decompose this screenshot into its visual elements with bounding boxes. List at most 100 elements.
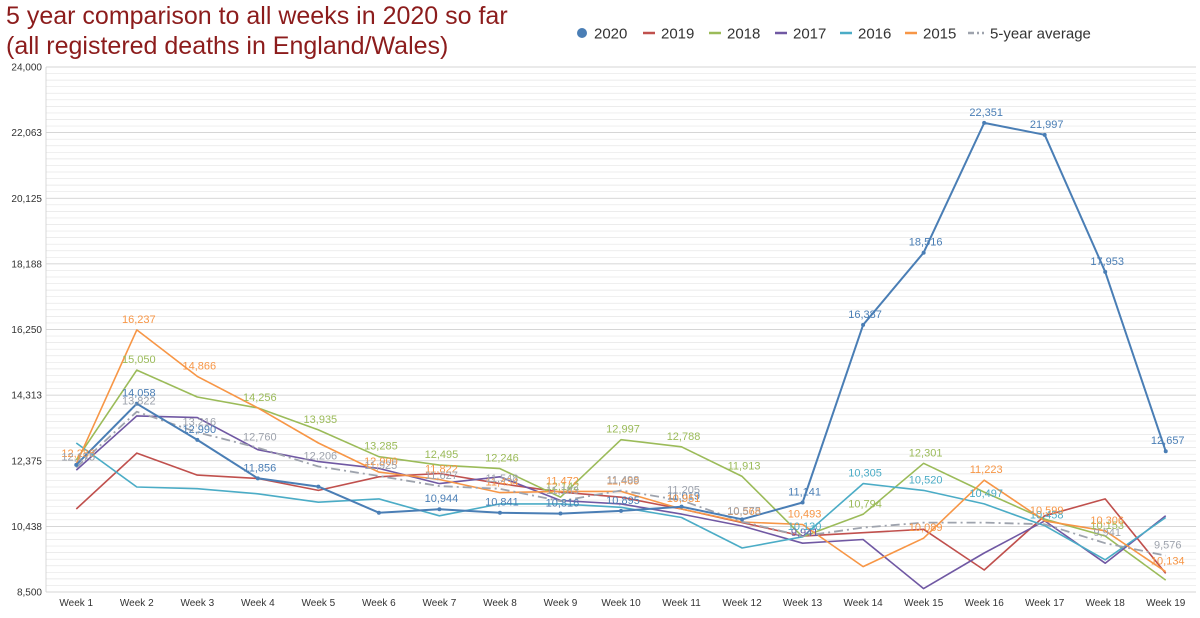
data-label: 14,866 xyxy=(182,360,216,372)
data-label: 10,951 xyxy=(667,493,701,505)
data-label: 10,305 xyxy=(848,468,882,480)
legend-entry: 2016 xyxy=(858,26,891,43)
series-line-2017 xyxy=(75,415,1167,590)
data-label: 16,387 xyxy=(848,309,882,321)
series-point xyxy=(619,508,623,513)
data-label: 14,256 xyxy=(243,392,277,404)
y-tick-label: 20,125 xyxy=(11,194,42,205)
series-point xyxy=(1103,269,1108,274)
x-tick-label: Week 1 xyxy=(59,598,93,609)
legend: 2020 2019 2018 2017 2016 2015 5-year average xyxy=(577,26,1091,43)
legend-entry: 2018 xyxy=(727,26,760,43)
series-point xyxy=(921,250,926,255)
data-label: 13,285 xyxy=(364,441,398,453)
data-label: 10,130 xyxy=(788,521,822,533)
data-label: 10,520 xyxy=(909,474,943,486)
data-label: 12,997 xyxy=(606,424,640,436)
data-label: 10,794 xyxy=(848,498,882,510)
data-label: 11,141 xyxy=(788,487,821,499)
data-label: 10,575 xyxy=(727,506,761,518)
series-point xyxy=(74,462,79,467)
chart-title-line-1: 5 year comparison to all weeks in 2020 s… xyxy=(6,2,508,30)
x-tick-label: Week 17 xyxy=(1025,598,1065,609)
x-tick-label: Week 4 xyxy=(241,598,275,609)
data-label: 11,205 xyxy=(667,484,700,496)
y-tick-label: 12,375 xyxy=(11,456,42,467)
series-point xyxy=(195,437,200,442)
data-label: 12,206 xyxy=(304,450,338,462)
data-label: 13,935 xyxy=(304,414,338,426)
data-label: 21,997 xyxy=(1030,119,1064,131)
data-label: 10,895 xyxy=(606,495,640,507)
data-label: 12,900 xyxy=(364,456,398,468)
data-label: 11,822 xyxy=(425,463,458,475)
data-label: 11,856 xyxy=(243,462,276,474)
data-label: 10,497 xyxy=(969,488,1003,500)
y-tick-label: 14,313 xyxy=(11,391,42,402)
x-tick-label: Week 5 xyxy=(302,598,336,609)
x-tick-label: Week 2 xyxy=(120,598,154,609)
data-label: 10,153 xyxy=(1090,520,1124,532)
series-point xyxy=(1163,449,1168,454)
x-tick-label: Week 3 xyxy=(180,598,214,609)
data-label: 12,990 xyxy=(182,424,216,436)
data-label: 12,495 xyxy=(425,449,459,461)
data-label: 12,760 xyxy=(243,432,277,444)
series-point xyxy=(134,401,139,406)
data-label: 12,175 xyxy=(61,452,95,464)
data-label: 10,841 xyxy=(485,497,519,509)
y-axis: 8,500 10,438 12,375 14,313 16,250 18,188 20,12… xyxy=(11,63,42,599)
data-label: 11,925 xyxy=(364,460,397,472)
data-label: 9,941 xyxy=(1093,527,1121,539)
data-label: 11,434 xyxy=(486,477,519,489)
series-line-2020 xyxy=(75,121,1167,521)
legend-marker xyxy=(577,28,587,38)
series-point xyxy=(679,504,684,509)
legend-entry: 5-year average xyxy=(990,26,1091,43)
x-tick-label: Week 19 xyxy=(1146,598,1186,609)
y-tick-label: 22,063 xyxy=(11,128,42,139)
legend-entry: 2019 xyxy=(661,26,694,43)
series-point xyxy=(861,322,866,327)
data-label: 12,301 xyxy=(909,447,943,459)
y-tick-label: 8,500 xyxy=(17,588,42,599)
y-tick-label: 24,000 xyxy=(11,63,42,74)
data-label: 10,816 xyxy=(546,498,580,510)
legend-entry: 2020 xyxy=(594,26,627,43)
data-label: 11,548 xyxy=(486,473,519,485)
data-label: 11,183 xyxy=(546,485,579,497)
x-tick-label: Week 12 xyxy=(722,598,762,609)
series-line-2015 xyxy=(75,329,1167,573)
x-tick-label: Week 7 xyxy=(423,598,457,609)
data-label: 12,788 xyxy=(667,431,701,443)
series-point xyxy=(316,484,321,489)
x-tick-label: Week 14 xyxy=(843,598,883,609)
data-label: 10,568 xyxy=(727,506,761,518)
data-label: 12,286 xyxy=(61,448,95,460)
data-label: 11,223 xyxy=(970,464,1003,476)
series-point xyxy=(558,511,563,516)
data-label: 13,822 xyxy=(122,396,156,408)
data-label: 9,941 xyxy=(791,527,819,539)
series-point xyxy=(1042,132,1047,137)
series-point xyxy=(800,500,805,505)
series-lines xyxy=(74,120,1168,590)
y-tick-label: 10,438 xyxy=(11,522,42,533)
data-label: 11,472 xyxy=(546,475,579,487)
series-point xyxy=(982,120,987,125)
data-label: 10,306 xyxy=(1090,515,1124,527)
series-point xyxy=(497,510,502,515)
data-label: 10,944 xyxy=(425,493,459,505)
data-label: 10,599 xyxy=(1030,505,1064,517)
legend-entry: 2017 xyxy=(793,26,826,43)
x-tick-label: Week 8 xyxy=(483,598,517,609)
data-label: 12,657 xyxy=(1151,435,1185,447)
data-label: 10,458 xyxy=(1030,510,1064,522)
data-label: 11,627 xyxy=(425,470,458,482)
x-tick-label: Week 9 xyxy=(544,598,578,609)
y-tick-label: 18,188 xyxy=(11,259,42,270)
data-label: 11,019 xyxy=(667,491,700,503)
series-line-5-year-average xyxy=(75,410,1166,557)
series-point xyxy=(255,476,260,481)
